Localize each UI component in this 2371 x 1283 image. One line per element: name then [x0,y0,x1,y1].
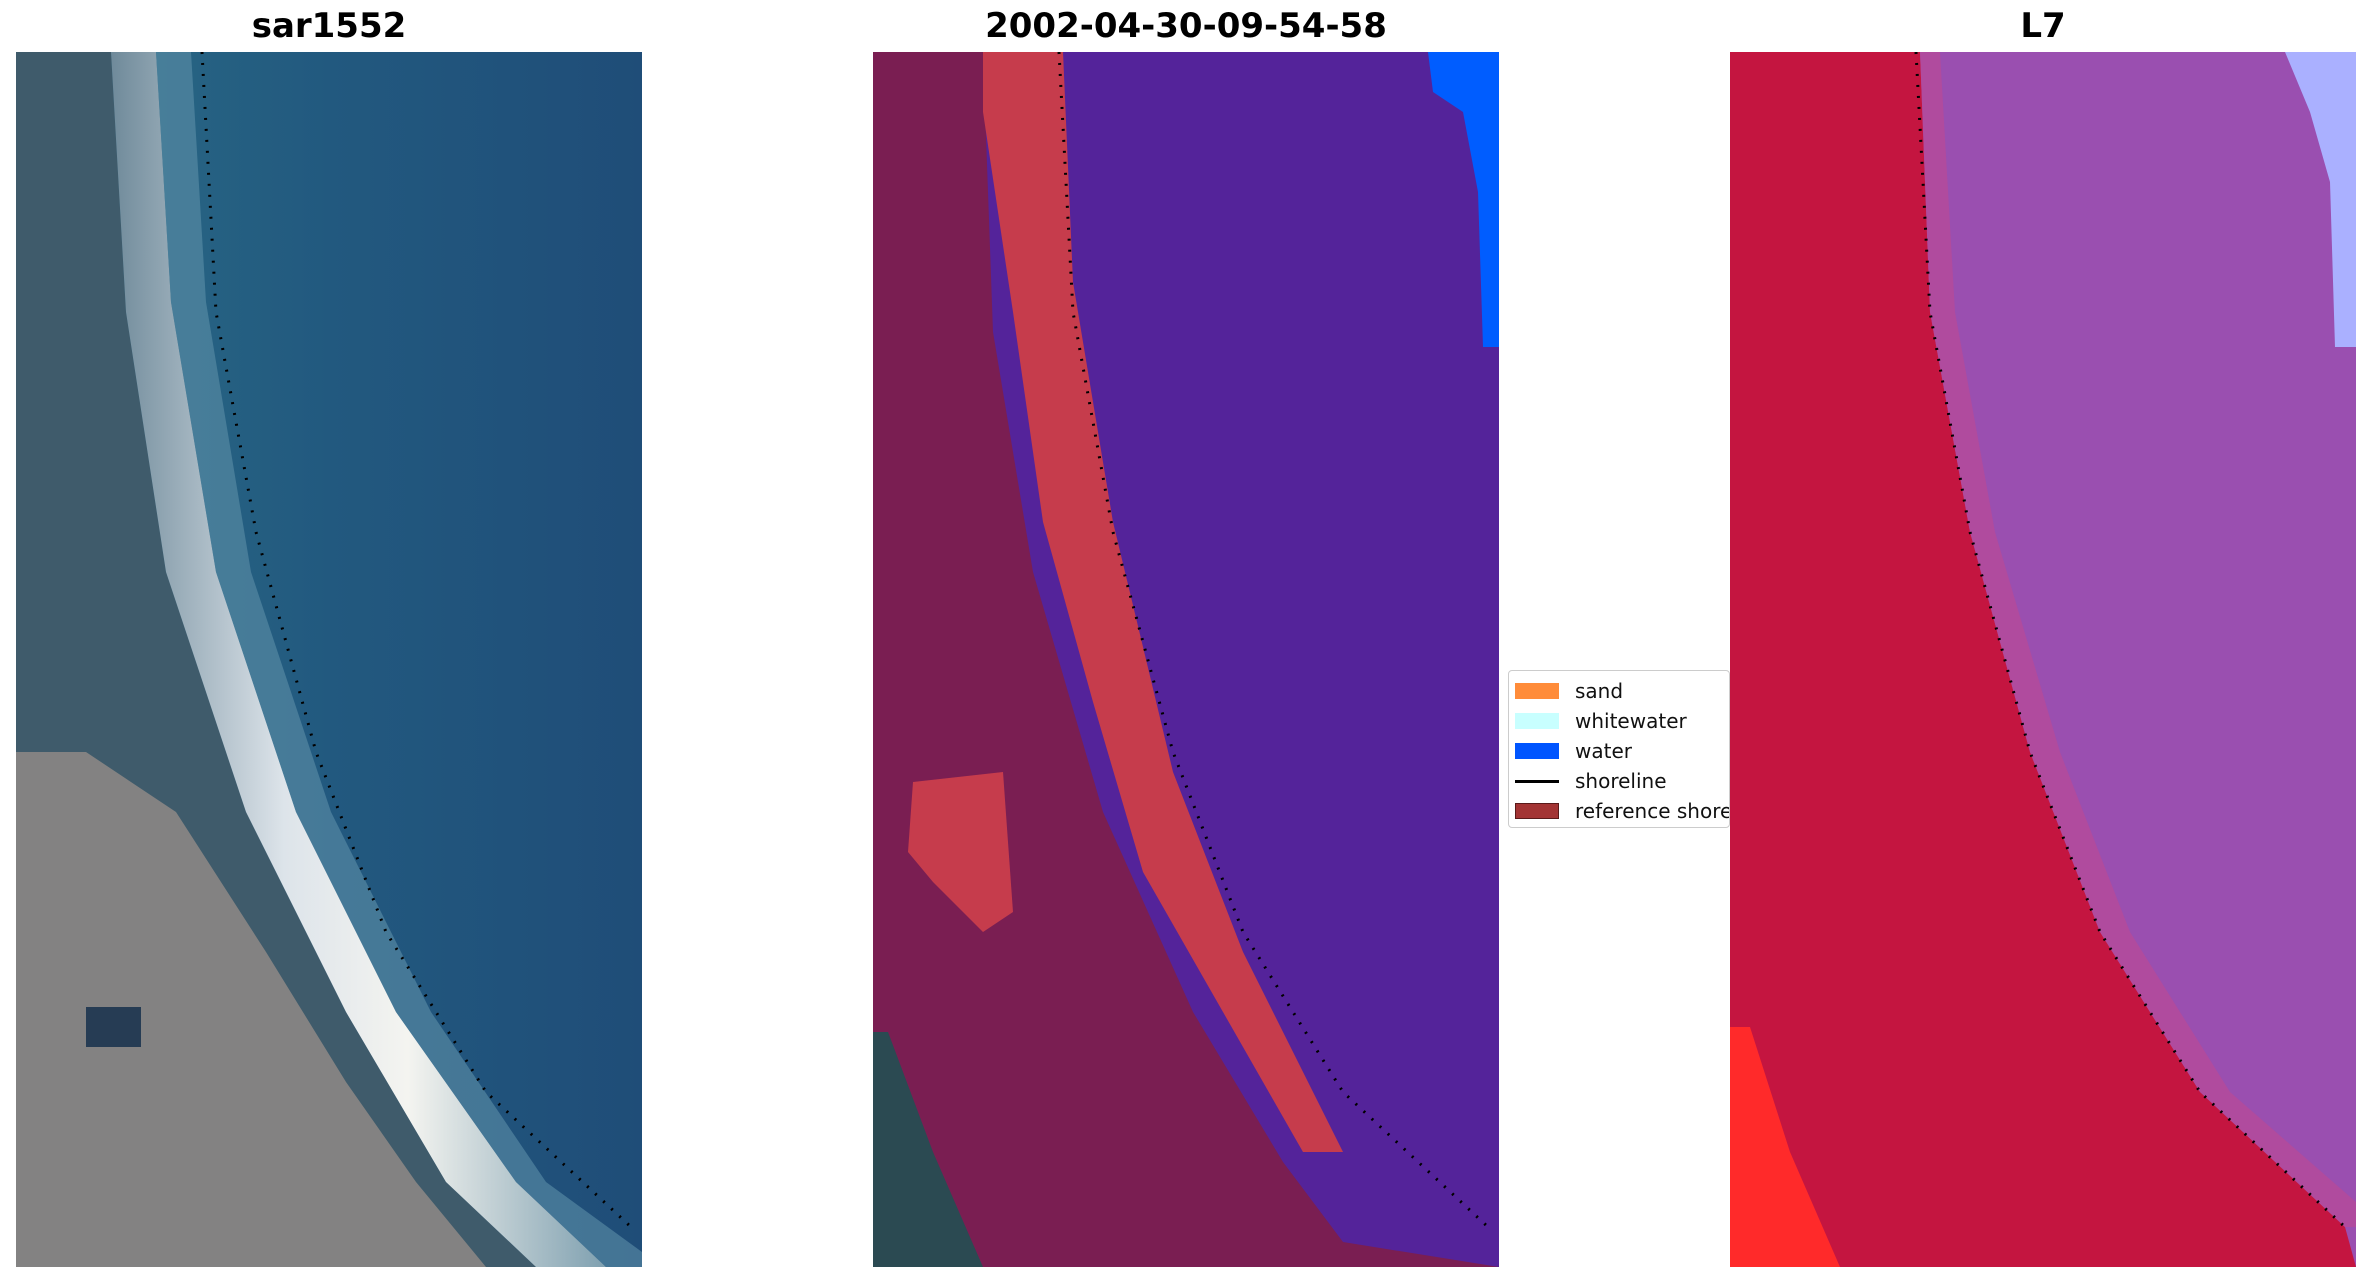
swir-bright-corner [1730,1027,1840,1267]
class-land [873,52,1499,1267]
rgb-swash [156,52,642,1267]
swir-image-panel [1730,52,2356,1267]
legend-swatch-reference-shoreline [1515,803,1559,819]
class-bright-water [1428,52,1499,347]
panel-title-swir: L7 [2020,6,2066,46]
legend-swatch-water [1515,743,1559,759]
classified-image-panel [873,52,1499,1267]
legend-item-water: water [1515,737,1632,765]
legend-label-shoreline: shoreline [1575,769,1667,793]
legend-item-reference-shoreline: reference shoreline [1515,797,1729,825]
legend-item-whitewater: whitewater [1515,707,1687,735]
panel-title-rgb: sar1552 [251,6,407,46]
class-sand-band [983,52,1343,1152]
rgb-beach [111,52,606,1267]
rgb-image-panel [16,52,642,1267]
swir-land [1730,52,2356,1267]
legend-label-reference-shoreline: reference shoreline [1575,799,1729,823]
rgb-sand-dune [16,752,486,1267]
legend-label-water: water [1575,739,1632,763]
rgb-dark-patch [86,1007,141,1047]
panel-title-classified: 2002-04-30-09-54-58 [985,6,1387,46]
swir-offshore-edge [2285,52,2356,347]
legend-item-shoreline: shoreline [1515,767,1667,795]
swir-nearshore [1920,52,2356,1227]
legend: sand whitewater water shoreline referenc… [1508,670,1730,828]
legend-label-whitewater: whitewater [1575,709,1687,733]
legend-label-sand: sand [1575,679,1624,703]
class-dark-corner [873,1032,983,1267]
legend-swatch-whitewater [1515,713,1559,729]
legend-item-sand: sand [1515,677,1623,705]
class-sand-patch [908,772,1013,932]
legend-swatch-sand [1515,683,1559,699]
legend-line-shoreline [1515,779,1559,783]
